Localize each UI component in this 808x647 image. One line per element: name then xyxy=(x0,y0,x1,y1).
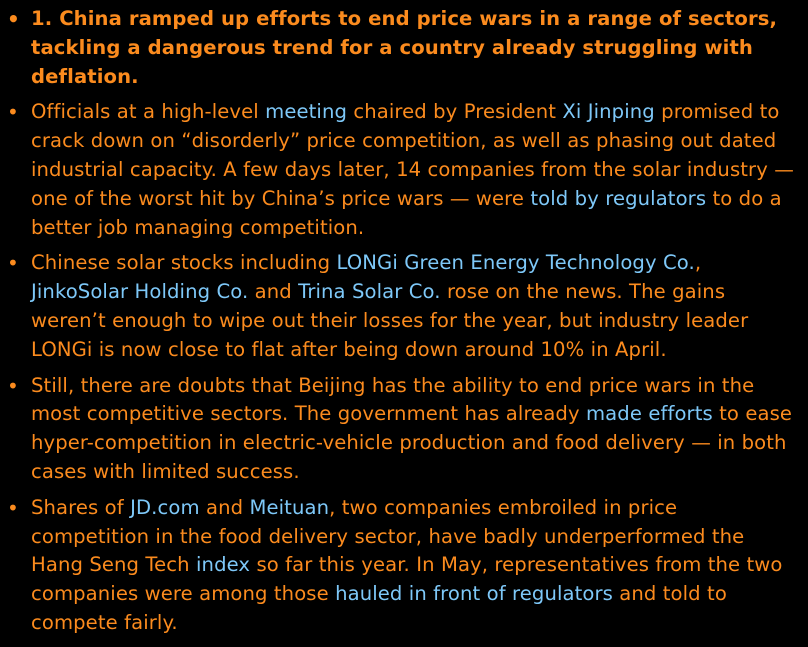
text-segment: , two companies embroiled in price compe… xyxy=(31,495,745,577)
text-segment: rose on the news. The gains weren’t enou… xyxy=(31,280,749,361)
news-bullet-list: • 1. China ramped up efforts to end pric… xyxy=(0,5,808,638)
list-item-officials: • Officials at a high-level meeting chair… xyxy=(0,98,808,242)
text-segment: to do a better job managing competition. xyxy=(31,186,782,239)
link-hauled-in-front-of-regulators[interactable]: hauled in front of regulators xyxy=(335,582,613,606)
headline-text: 1. China ramped up efforts to end price … xyxy=(31,7,778,88)
link-longi[interactable]: LONGi Green Energy Technology Co. xyxy=(336,251,695,275)
text-segment: Officials at a high-level xyxy=(31,100,266,124)
bullet-icon: • xyxy=(7,495,19,520)
link-jd-com[interactable]: JD.com xyxy=(130,495,200,519)
text-segment: chaired by President xyxy=(347,100,563,124)
text-segment: and xyxy=(199,495,250,519)
text-segment: to ease hyper-competition in electric-ve… xyxy=(31,402,793,483)
bullet-icon: • xyxy=(7,373,19,398)
link-meeting[interactable]: meeting xyxy=(265,100,348,124)
text-segment: Shares of xyxy=(31,495,131,519)
bullet-icon: • xyxy=(7,100,19,125)
bullet-icon: • xyxy=(7,7,20,31)
link-meituan[interactable]: Meituan xyxy=(249,495,330,519)
text-segment: Still, there are doubts that Beijing has… xyxy=(31,373,755,426)
list-item-doubts: • Still, there are doubts that Beijing ha… xyxy=(0,372,808,487)
link-told-by-regulators[interactable]: told by regulators xyxy=(530,186,707,210)
text-segment: promised to crack down on “disorderly” p… xyxy=(31,100,794,210)
text-segment: so far this year. In May, representative… xyxy=(31,553,783,606)
list-item-solar-stocks: • Chinese solar stocks including LONGi Gr… xyxy=(0,249,808,364)
link-index[interactable]: index xyxy=(196,553,251,577)
text-segment: and xyxy=(248,280,299,304)
link-xi-jinping[interactable]: Xi Jinping xyxy=(562,100,655,124)
text-segment: and told to compete fairly. xyxy=(31,582,727,634)
link-jinkosolar[interactable]: JinkoSolar Holding Co. xyxy=(31,280,249,304)
link-made-efforts[interactable]: made efforts xyxy=(586,402,713,426)
link-trina-solar[interactable]: Trina Solar Co. xyxy=(298,280,441,304)
text-segment: , xyxy=(694,251,702,275)
list-item-jd-meituan: • Shares of JD.com and Meituan, two compa… xyxy=(0,494,808,638)
list-item-headline: • 1. China ramped up efforts to end pric… xyxy=(0,5,808,91)
bullet-icon: • xyxy=(7,251,19,276)
text-segment: Chinese solar stocks including xyxy=(31,251,337,275)
